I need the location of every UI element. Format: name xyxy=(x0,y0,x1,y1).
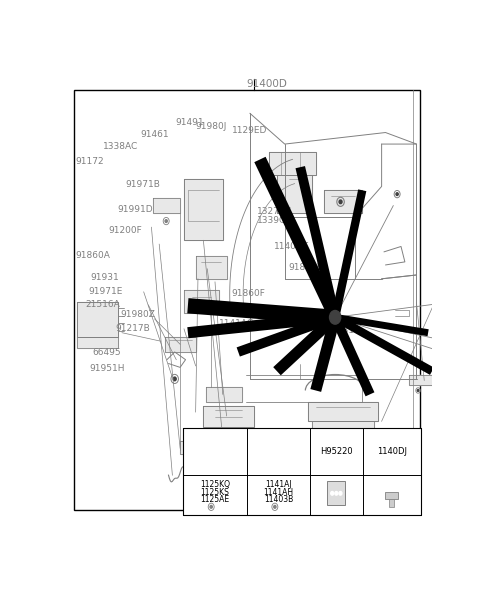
Text: 91818: 91818 xyxy=(332,326,360,335)
Text: 91860B: 91860B xyxy=(288,264,323,272)
Polygon shape xyxy=(204,406,254,427)
Circle shape xyxy=(274,505,276,508)
Polygon shape xyxy=(184,290,219,313)
Text: 1125AE: 1125AE xyxy=(200,495,229,504)
Polygon shape xyxy=(324,190,362,213)
Polygon shape xyxy=(206,387,242,402)
Circle shape xyxy=(339,492,342,495)
Polygon shape xyxy=(77,336,118,348)
Bar xyxy=(183,428,421,515)
Text: 91991D: 91991D xyxy=(118,204,153,214)
Text: 91860A: 91860A xyxy=(75,251,110,259)
Text: 91971B: 91971B xyxy=(125,180,160,189)
Circle shape xyxy=(335,492,338,495)
Text: H95220: H95220 xyxy=(320,447,353,456)
Circle shape xyxy=(417,389,419,391)
Circle shape xyxy=(165,220,168,222)
Polygon shape xyxy=(269,152,316,175)
Circle shape xyxy=(330,310,341,324)
Text: 91172: 91172 xyxy=(75,157,104,167)
Polygon shape xyxy=(165,336,196,352)
Polygon shape xyxy=(184,178,223,241)
Text: 91200F: 91200F xyxy=(108,226,142,235)
Text: 66495: 66495 xyxy=(93,348,121,356)
Polygon shape xyxy=(153,198,180,213)
Text: 1327AC: 1327AC xyxy=(257,207,292,216)
Circle shape xyxy=(210,505,212,508)
Text: 91971E: 91971E xyxy=(88,287,122,296)
Text: 11403B: 11403B xyxy=(264,495,293,504)
Polygon shape xyxy=(196,256,227,279)
Circle shape xyxy=(339,200,342,204)
Polygon shape xyxy=(180,440,238,454)
Text: 1140HT: 1140HT xyxy=(274,242,309,251)
Polygon shape xyxy=(77,302,118,336)
Text: 1125KS: 1125KS xyxy=(201,488,229,496)
Text: 1338AC: 1338AC xyxy=(103,142,138,151)
Text: 91980J: 91980J xyxy=(195,122,227,131)
Bar xyxy=(385,492,398,499)
Text: 91931: 91931 xyxy=(91,273,119,282)
Text: 1125KQ: 1125KQ xyxy=(200,480,230,489)
Text: 91951H: 91951H xyxy=(89,365,124,374)
Polygon shape xyxy=(312,421,374,431)
Text: 1141AJ: 1141AJ xyxy=(265,480,292,489)
Text: 1141AH: 1141AH xyxy=(264,488,294,496)
Text: 1339CD: 1339CD xyxy=(257,216,293,225)
Polygon shape xyxy=(308,402,378,421)
Polygon shape xyxy=(409,375,432,385)
Text: 91491: 91491 xyxy=(175,118,204,127)
Circle shape xyxy=(331,492,334,495)
Text: 1141AC: 1141AC xyxy=(218,319,253,327)
Text: 1129ED: 1129ED xyxy=(232,126,267,135)
Text: 91980Z: 91980Z xyxy=(120,310,155,319)
Polygon shape xyxy=(467,345,480,356)
Text: 1140DJ: 1140DJ xyxy=(377,447,407,456)
Text: 91461: 91461 xyxy=(140,130,168,139)
Circle shape xyxy=(396,193,398,196)
Text: 91217B: 91217B xyxy=(115,323,150,333)
Circle shape xyxy=(173,377,176,381)
Text: 91860F: 91860F xyxy=(231,290,265,298)
Text: 21516A: 21516A xyxy=(85,300,120,309)
Bar xyxy=(389,499,394,506)
FancyBboxPatch shape xyxy=(327,482,345,505)
Text: 91400D: 91400D xyxy=(247,79,288,89)
Polygon shape xyxy=(277,175,312,213)
